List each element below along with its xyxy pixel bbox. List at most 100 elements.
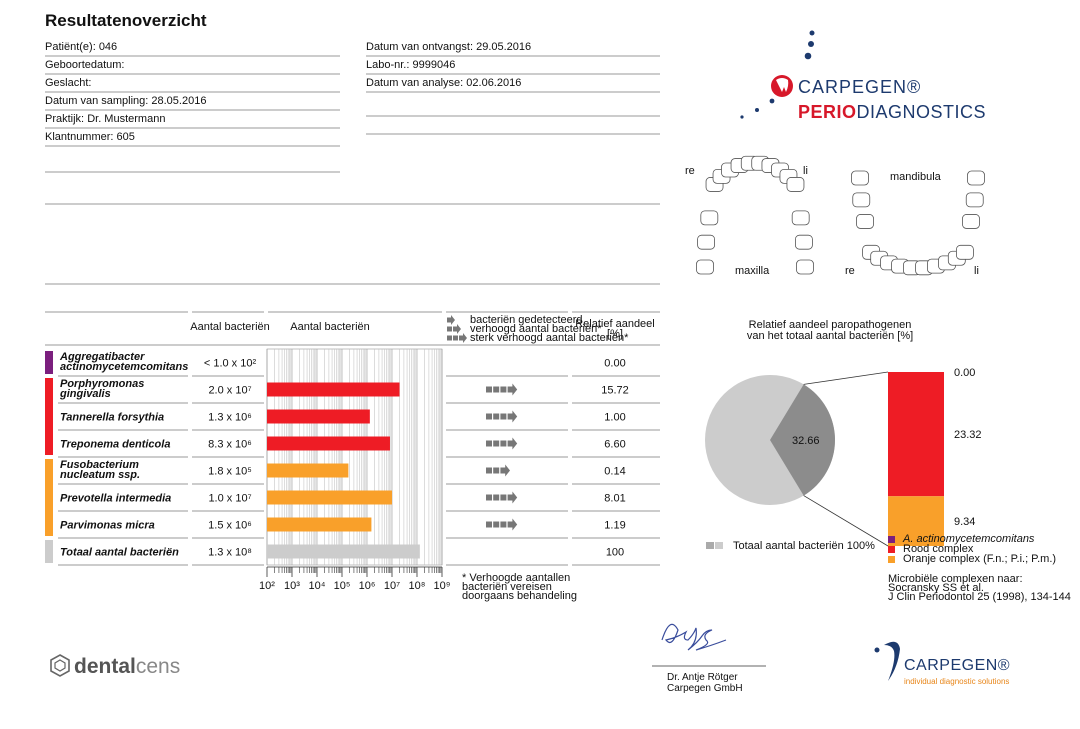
field-value: 046 xyxy=(99,41,117,53)
field: Labo-nr.: 9999046 xyxy=(366,59,455,71)
tick-label: 10² xyxy=(259,580,275,592)
arrow-block xyxy=(500,494,507,501)
arrow-block xyxy=(493,494,500,501)
reference: Microbiële complexen naar: xyxy=(888,573,1023,585)
connector xyxy=(803,495,889,547)
tooth xyxy=(697,234,715,250)
bacterium-name: gingivalis xyxy=(59,388,111,400)
field: Datum van sampling: 28.05.2016 xyxy=(45,95,206,107)
col-header: Aantal bacteriën xyxy=(290,321,370,333)
arrow-block xyxy=(486,386,492,393)
arrow-block xyxy=(500,386,507,393)
teeth-label: re xyxy=(845,265,855,277)
field-value: 9999046 xyxy=(412,59,455,71)
arrow-head xyxy=(447,315,455,325)
field-value: 29.05.2016 xyxy=(476,41,531,53)
carpegen-logo: CARPEGEN® xyxy=(904,657,1010,674)
tooth xyxy=(851,170,869,186)
field-value: Dr. Mustermann xyxy=(87,113,165,125)
teeth-label: li xyxy=(803,165,808,177)
bacterium-name: Treponema denticola xyxy=(60,439,170,451)
stack-label: 9.34 xyxy=(954,516,975,528)
carpegen-tagline: individual diagnostic solutions xyxy=(904,677,1009,686)
count-label: 1.3 x 10⁸ xyxy=(208,547,252,559)
bacterium-name: actinomycetemcomitans xyxy=(60,361,188,373)
legend-label: bacteriën gedetecteerd xyxy=(470,314,583,326)
group-marker xyxy=(45,403,53,430)
field-label: Datum van analyse: xyxy=(366,77,463,89)
group-marker xyxy=(45,484,53,511)
reference: Socransky SS et al. xyxy=(888,582,984,594)
arrow-block xyxy=(500,521,507,528)
field-value: 28.05.2016 xyxy=(151,95,206,107)
count-bar xyxy=(267,490,392,505)
stack-segment xyxy=(888,372,944,497)
tooth xyxy=(965,192,984,208)
count-label: 1.0 x 10⁷ xyxy=(208,493,251,505)
tooth xyxy=(796,259,814,275)
tick-label: 10³ xyxy=(284,580,300,592)
count-label: 1.8 x 10⁵ xyxy=(208,466,252,478)
count-bar xyxy=(267,436,390,451)
group-marker xyxy=(45,351,53,374)
field-label: Datum van sampling: xyxy=(45,95,148,107)
tick-label: 10⁴ xyxy=(309,580,326,592)
carpegen-dot xyxy=(874,647,880,653)
logo-dots xyxy=(740,30,815,119)
pie-slice xyxy=(770,384,835,496)
logo-diagnostics: DIAGNOSTICS xyxy=(857,102,987,122)
connector xyxy=(803,371,889,385)
reference: J Clin Periodontol 25 (1998), 134-144 xyxy=(888,591,1071,603)
arrow-block xyxy=(493,521,500,528)
title: Resultatenoverzicht xyxy=(45,11,207,30)
arrow-block xyxy=(493,440,500,447)
field-value: 02.06.2016 xyxy=(466,77,521,89)
group-marker xyxy=(45,540,53,563)
arrow-block xyxy=(486,494,492,501)
count-label: 8.3 x 10⁶ xyxy=(208,439,252,451)
teeth-diagram xyxy=(696,155,985,276)
signature-scribble xyxy=(661,623,727,651)
tick-label: 10⁸ xyxy=(409,580,426,592)
arrow-block xyxy=(500,440,507,447)
signature-company: Carpegen GmbH xyxy=(667,683,743,694)
legend-label: Oranje complex (F.n.; P.i.; P.m.) xyxy=(903,553,1056,565)
legend-label: A. actinomycetemcomitans xyxy=(902,533,1035,545)
relative-value: 0.00 xyxy=(604,358,625,370)
arrow-head xyxy=(507,518,518,531)
arrow-head xyxy=(500,464,510,477)
tooth xyxy=(967,170,985,186)
field: Geboortedatum: xyxy=(45,59,125,71)
teeth-label: mandibula xyxy=(890,171,942,183)
arrow-head xyxy=(507,491,518,504)
field-label: Labo-nr.: xyxy=(366,59,409,71)
arrow-block xyxy=(447,335,452,341)
count-label: 1.3 x 10⁶ xyxy=(208,412,252,424)
legend-swatch xyxy=(715,542,723,549)
arrow-block xyxy=(486,521,492,528)
arrow-block xyxy=(486,413,492,420)
signature-name: Dr. Antje Rötger xyxy=(667,672,738,683)
teeth-label: li xyxy=(974,265,979,277)
field-label: Klantnummer: xyxy=(45,131,113,143)
arrow-block xyxy=(493,413,500,420)
group-marker xyxy=(45,430,53,455)
arrow-head xyxy=(507,410,518,423)
count-label: 1.5 x 10⁶ xyxy=(208,520,252,532)
tooth xyxy=(696,259,714,275)
dentalcens-dental: dental xyxy=(74,655,136,678)
footnote: bacteriën vereisen xyxy=(462,581,552,593)
count-bar xyxy=(267,463,349,478)
pie-label: 32.66 xyxy=(792,435,820,447)
dentalcens-icon xyxy=(50,654,70,677)
arrow-block xyxy=(486,440,492,447)
pie-title: Relatief aandeel paropathogenen xyxy=(749,319,912,331)
count-label: < 1.0 x 10² xyxy=(204,358,257,370)
arrow-head xyxy=(507,437,518,450)
relative-value: 6.60 xyxy=(604,439,625,451)
level-indicator xyxy=(486,491,518,504)
logo-subtitle: PERIODIAGNOSTICS xyxy=(798,102,986,122)
legend-swatch xyxy=(888,536,895,543)
